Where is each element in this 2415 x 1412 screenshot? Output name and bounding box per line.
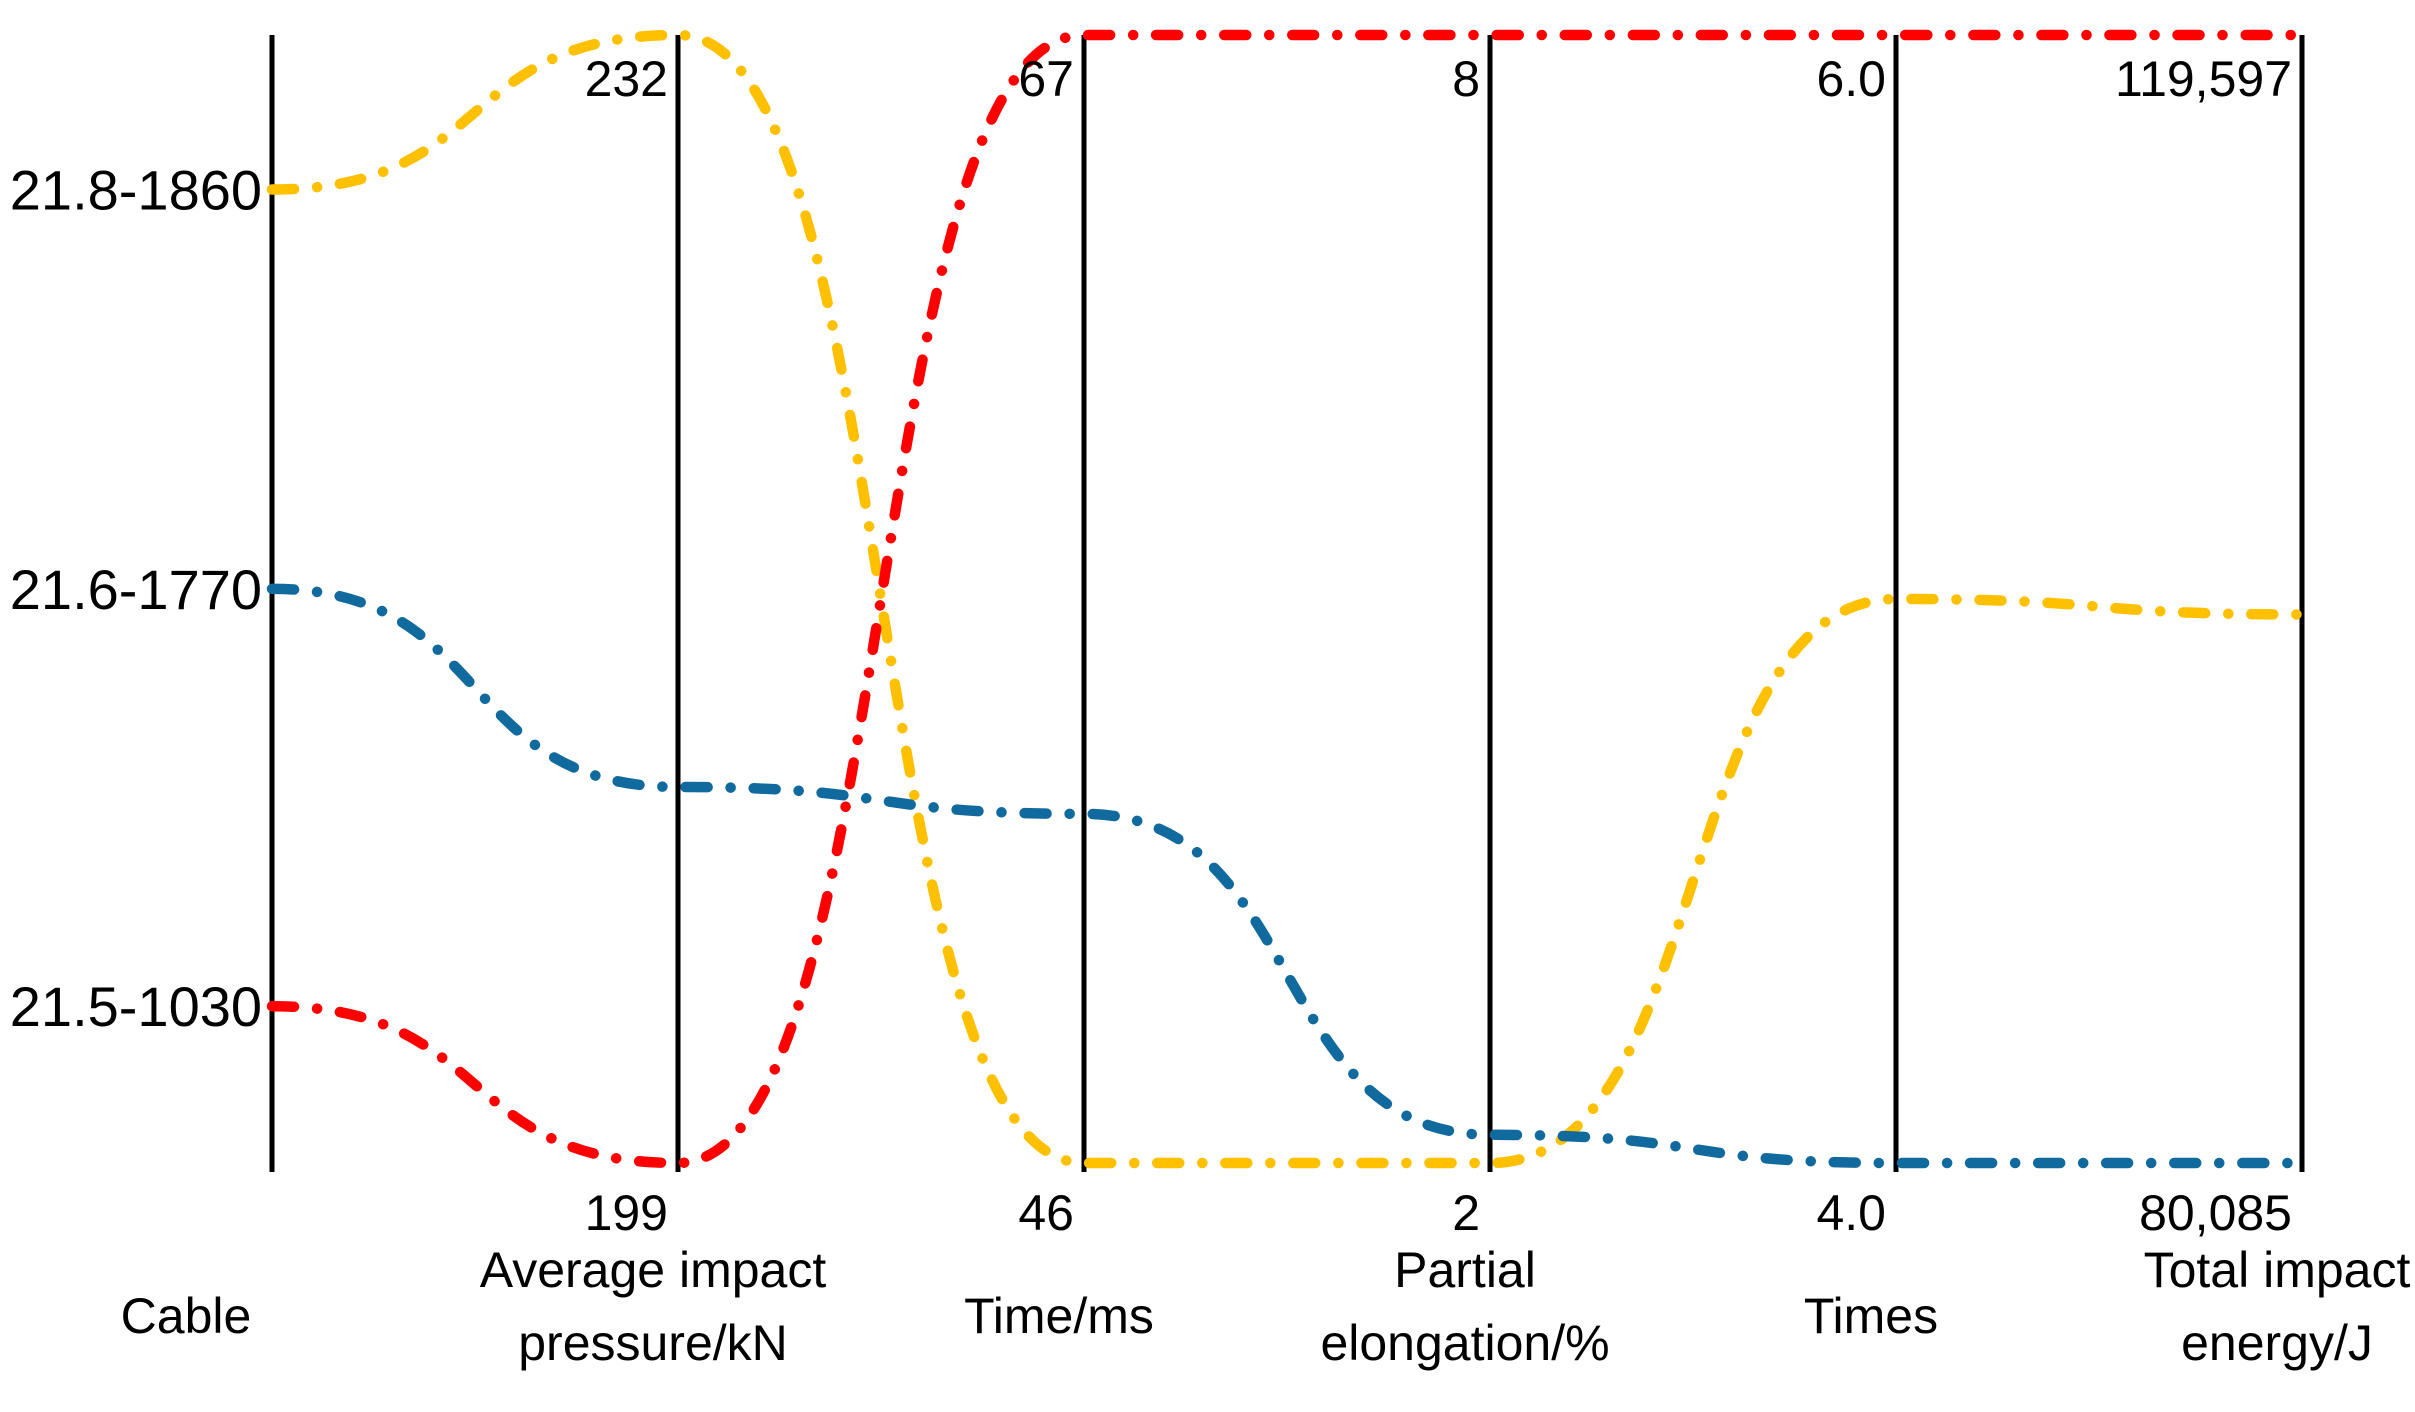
- cable-label-21.5-1030: 21.5-1030: [10, 975, 262, 1038]
- axis-max-value-elongation: 8: [1452, 51, 1480, 107]
- series-curve-21.8-1860: [266, 29, 2308, 1169]
- axis-max-value-time: 67: [1018, 51, 1074, 107]
- axis-max-value-times: 6.0: [1816, 51, 1886, 107]
- axis-max-value-energy: 119,597: [2115, 51, 2292, 107]
- cable-label-21.8-1860: 21.8-1860: [10, 159, 262, 222]
- axis-title-pressure-line1: Average impact: [480, 1242, 827, 1298]
- axis-min-value-times: 4.0: [1816, 1185, 1886, 1241]
- cable-label-21.6-1770: 21.6-1770: [10, 558, 262, 621]
- series-curve-21.6-1770: [266, 583, 2308, 1169]
- labels-layer: 21.8-1860 21.6-1770 21.5-1030 Cable 232 199Av…: [10, 51, 2411, 1371]
- axis-title-elongation-line2: elongation/%: [1320, 1315, 1609, 1371]
- series-layer: [266, 29, 2308, 1169]
- axis-min-value-energy: 80,085: [2139, 1185, 2292, 1241]
- axis-min-value-time: 46: [1018, 1185, 1074, 1241]
- axis-min-value-elongation: 2: [1452, 1185, 1480, 1241]
- axis-max-value-pressure: 232: [585, 51, 668, 107]
- axis-title-pressure-line2: pressure/kN: [518, 1315, 788, 1371]
- axis-title-energy-line2: energy/J: [2181, 1315, 2373, 1371]
- axis-title-elongation-line1: Partial: [1394, 1242, 1536, 1298]
- series-curve-21.5-1030: [266, 29, 2308, 1169]
- axis-min-value-pressure: 199: [585, 1185, 668, 1241]
- axes-layer: [269, 35, 2305, 1172]
- axis-title-time-line1: Time/ms: [964, 1288, 1154, 1344]
- axis-title-cable-line1: Cable: [121, 1288, 252, 1344]
- axis-title-times-line1: Times: [1804, 1288, 1938, 1344]
- axis-title-energy-line1: Total impact: [2144, 1242, 2411, 1298]
